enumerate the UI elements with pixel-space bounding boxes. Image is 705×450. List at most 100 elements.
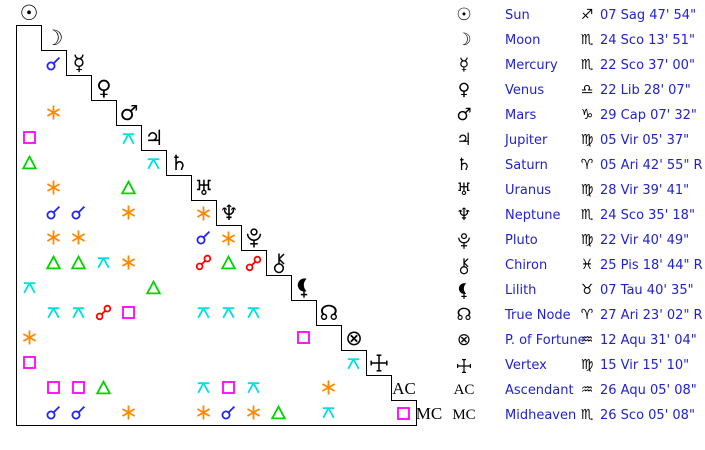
aspect-cell-pluto-saturn: [166, 225, 192, 251]
aspect-cell-neptune-uranus: [191, 200, 217, 226]
lilith-icon: [291, 275, 317, 301]
jupiter-icon: ♃: [456, 130, 472, 150]
square-aspect-icon: [120, 304, 137, 321]
aspect-cell-vertex-chiron: [266, 350, 292, 376]
aspect-cell-saturn-mercury: [66, 150, 92, 176]
opposition-aspect-icon: [195, 254, 212, 271]
aspect-cell-uranus-saturn: [166, 175, 192, 201]
trine-aspect-icon: [70, 254, 87, 271]
aspect-cell-pluto-moon: [41, 225, 67, 251]
conjunction-aspect-icon: [45, 55, 62, 72]
body-position: 22 Vir 40' 49": [600, 233, 690, 248]
body-name: P. of Fortune: [505, 333, 586, 348]
aspect-cell-midheaven-jupiter: [141, 400, 167, 426]
taurus-sign-icon: ♉: [580, 282, 594, 298]
aspect-cell-fortune-lilith: [291, 325, 317, 351]
position-row-pluto: Pluto ♍ 22 Vir 40' 49": [448, 228, 705, 253]
conjunction-aspect-icon: [70, 404, 87, 421]
quincunx-aspect-icon: [220, 304, 237, 321]
aspect-cell-jupiter-mars: [116, 125, 142, 151]
body-name: Chiron: [505, 258, 548, 273]
aspect-cell-ascendant-true-node: [316, 375, 342, 401]
position-row-midheaven: MC Midheaven ♏ 26 Sco 05' 08": [448, 403, 705, 428]
aspect-cell-midheaven-true-node: [316, 400, 342, 426]
quincunx-aspect-icon: [245, 379, 262, 396]
aspect-cell-midheaven-uranus: [191, 400, 217, 426]
opposition-aspect-icon: [95, 304, 112, 321]
midheaven-icon: MC: [415, 403, 443, 423]
opposition-aspect-icon: [245, 255, 262, 272]
aspect-cell-fortune-sun: [16, 325, 42, 351]
aspect-cell-jupiter-venus: [91, 125, 117, 151]
body-position: 29 Cap 07' 32": [600, 108, 697, 123]
aspect-cell-midheaven-chiron: [266, 400, 292, 426]
aspect-cell-mars-sun: [16, 100, 42, 126]
aspect-cell-midheaven-ascendant: [391, 400, 417, 426]
square-aspect-icon: [395, 405, 412, 422]
aspect-cell-mars-moon: [41, 100, 67, 126]
aspect-cell-true-node-jupiter: [141, 300, 167, 326]
aspect-cell-lilith-saturn: [166, 275, 192, 301]
aspect-cell-ascendant-chiron: [266, 375, 292, 401]
square-aspect-icon: [45, 379, 62, 396]
mercury-icon: ☿: [72, 50, 86, 75]
body-position: 26 Aqu 05' 08": [600, 383, 697, 398]
aspect-cell-true-node-lilith: [291, 300, 317, 326]
aspect-cell-fortune-venus: [91, 325, 117, 351]
chiron-icon: [448, 253, 480, 278]
aspect-cell-true-node-mars: [116, 300, 142, 326]
aspect-cell-midheaven-moon: [41, 400, 67, 426]
aspect-cell-vertex-true-node: [316, 350, 342, 376]
body-position: 12 Aqu 31' 04": [600, 333, 697, 348]
position-row-ascendant: AC Ascendant ♒ 26 Aqu 05' 08": [448, 378, 705, 403]
trine-aspect-icon: [120, 179, 137, 196]
sun-icon: ☉: [456, 5, 472, 25]
scorpio-sign-icon: ♏: [580, 57, 594, 73]
aspect-cell-true-node-pluto: [241, 300, 267, 326]
venus-icon: ♀: [457, 80, 471, 100]
aspect-cell-ascendant-lilith: [291, 375, 317, 401]
body-name: Vertex: [505, 358, 547, 373]
conjunction-aspect-icon: [70, 204, 87, 221]
aspect-cell-midheaven-mars: [116, 400, 142, 426]
aspect-cell-vertex-mercury: [66, 350, 92, 376]
aspect-cell-fortune-saturn: [166, 325, 192, 351]
aspect-cell-chiron-uranus: [191, 250, 217, 276]
body-position: 07 Tau 40' 35": [600, 283, 694, 298]
aspect-cell-fortune-mercury: [66, 325, 92, 351]
aspect-cell-uranus-venus: [91, 175, 117, 201]
body-position: 26 Sco 05' 08": [600, 408, 695, 423]
body-position: 05 Vir 05' 37": [600, 133, 690, 148]
body-name: Uranus: [505, 183, 552, 198]
aspect-cell-midheaven-saturn: [166, 400, 192, 426]
body-position: 07 Sag 47' 54": [600, 8, 697, 23]
sextile-aspect-icon: [320, 379, 337, 396]
aspect-cell-fortune-true-node: [316, 325, 342, 351]
position-row-mercury: ☿ Mercury ♏ 22 Sco 37' 00": [448, 53, 705, 78]
aspect-cell-neptune-sun: [16, 200, 42, 226]
quincunx-aspect-icon: [145, 155, 162, 172]
aspect-cell-pluto-mercury: [66, 225, 92, 251]
trine-aspect-icon: [145, 279, 162, 296]
aspect-cell-vertex-mars: [116, 350, 142, 376]
body-position: 05 Ari 42' 55" R: [600, 158, 703, 173]
vertex-icon: [366, 350, 392, 376]
position-row-vertex: Vertex ♍ 15 Vir 15' 10": [448, 353, 705, 378]
virgo-sign-icon: ♍: [580, 357, 594, 373]
aspect-cell-vertex-venus: [91, 350, 117, 376]
aspect-cell-lilith-mercury: [66, 275, 92, 301]
aspect-cell-uranus-mars: [116, 175, 142, 201]
conjunction-aspect-icon: [45, 404, 62, 421]
ascendant-icon: AC: [453, 382, 475, 398]
position-row-fortune: ⊗ P. of Fortune ♒ 12 Aqu 31' 04": [448, 328, 705, 353]
aspect-cell-ascendant-vertex: [366, 375, 392, 401]
quincunx-aspect-icon: [120, 130, 137, 147]
body-name: Venus: [505, 83, 545, 98]
body-name: Midheaven: [505, 408, 577, 423]
aspect-cell-vertex-jupiter: [141, 350, 167, 376]
libra-sign-icon: ♎: [580, 82, 594, 98]
aspect-cell-saturn-venus: [91, 150, 117, 176]
body-position: 24 Sco 35' 18": [600, 208, 695, 223]
capricorn-sign-icon: ♑: [580, 107, 594, 123]
ascendant-icon: AC: [392, 378, 416, 398]
